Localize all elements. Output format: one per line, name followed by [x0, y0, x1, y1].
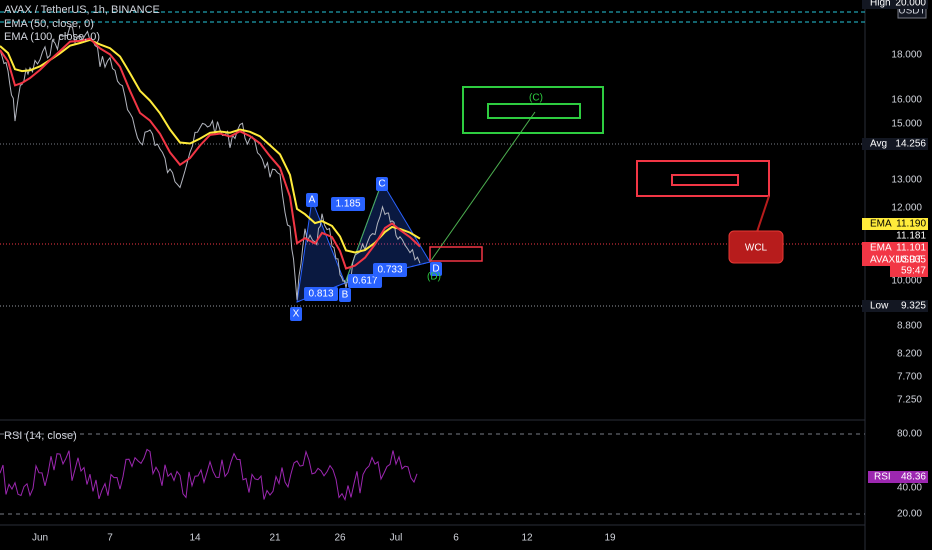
ratio-label: 0.733: [377, 265, 402, 276]
point-label: B: [342, 290, 349, 301]
target-box: [462, 86, 604, 134]
badge-label: EMA: [870, 243, 892, 254]
point-label: D: [432, 264, 439, 275]
projection-line: [429, 111, 536, 263]
point-badge: [430, 262, 442, 276]
point-badge: [376, 177, 388, 191]
price-axis-label: 7.250: [897, 395, 922, 406]
rsi-axis-label: 40.00: [897, 483, 922, 494]
badge-label: Low: [870, 301, 889, 312]
badge-label: AVAXUSDT: [870, 255, 922, 266]
rsi-badge: [868, 471, 928, 483]
rsi-axis-label: 80.00: [897, 429, 922, 440]
price-badge: [862, 242, 928, 254]
rsi-badge-label: RSI: [874, 472, 891, 483]
ratio-label: 0.813: [308, 289, 333, 300]
price-axis-label: 12.000: [891, 203, 922, 214]
badge-value: 14.256: [895, 139, 926, 150]
price-axis-label: 7.700: [897, 372, 922, 383]
rsi-badge-value: 48.36: [901, 472, 926, 483]
entry-zone: [429, 246, 483, 262]
point-badge: [306, 193, 318, 207]
badge-value: 11.190: [896, 219, 926, 230]
ratio-badge: [304, 287, 338, 301]
rsi-title: RSI (14, close): [4, 430, 77, 442]
wcl-callout: [728, 230, 784, 264]
rsi-line: [0, 448, 418, 502]
price-axis-label: 10.000: [891, 276, 922, 287]
price-axis-label: 13.000: [891, 175, 922, 186]
target-label: (D): [427, 272, 441, 283]
price-badge: [862, 0, 928, 9]
badge-value: 11.101: [896, 243, 926, 254]
point-badge: [290, 307, 302, 321]
price-badge: [890, 230, 928, 242]
indicator-label: EMA (50, close, 0): [4, 18, 94, 30]
price-badge: [862, 254, 928, 266]
price-axis-label: 8.800: [897, 321, 922, 332]
price-axis-label: 8.200: [897, 349, 922, 360]
resistance-zone: [671, 174, 739, 186]
badge-value: 10.935: [895, 255, 926, 266]
ratio-badge: [373, 263, 407, 277]
ratio-badge: [331, 197, 365, 211]
price-badge: [862, 138, 928, 150]
date-label: 12: [521, 533, 533, 544]
ratio-badge: [348, 274, 382, 288]
badge-value: 20.000: [895, 0, 926, 9]
resistance-box: [636, 160, 770, 197]
rsi-axis-label: 20.00: [897, 509, 922, 520]
point-label: C: [378, 179, 385, 190]
date-label: 26: [334, 533, 346, 544]
indicator-label: EMA (100, close, 0): [4, 31, 100, 43]
ema-100: [0, 38, 421, 254]
target-label: (C): [529, 93, 543, 104]
callout-pointer: [756, 195, 770, 233]
price-axis-label: 18.000: [891, 50, 922, 61]
badge-label: High: [870, 0, 891, 9]
badge-value: 59:47: [901, 266, 926, 277]
ema-50: [0, 37, 421, 270]
currency-label: USDT: [898, 6, 925, 17]
price-badge: [862, 218, 928, 230]
target-zone: [487, 103, 581, 119]
badge-label: EMA: [870, 219, 892, 230]
price-axis-label: 15.000: [891, 119, 922, 130]
badge-label: Avg: [870, 139, 887, 150]
date-label: Jul: [390, 533, 403, 544]
date-label: 21: [269, 533, 281, 544]
wcl-text: WCL: [745, 243, 768, 254]
point-label: X: [293, 309, 300, 320]
point-label: A: [309, 195, 316, 206]
badge-value: 9.325: [901, 301, 926, 312]
date-label: 19: [604, 533, 616, 544]
symbol-title: AVAX / TetherUS, 1h, BINANCE: [4, 4, 160, 16]
price-badge: [890, 265, 928, 277]
point-badge: [339, 288, 351, 302]
ratio-label: 1.185: [335, 199, 360, 210]
date-label: 6: [453, 533, 459, 544]
date-label: 14: [189, 533, 201, 544]
date-label: 7: [107, 533, 113, 544]
date-label: Jun: [32, 533, 48, 544]
badge-value: 11.181: [896, 231, 926, 242]
price-badge: [862, 300, 928, 312]
price-axis-label: 16.000: [891, 95, 922, 106]
ratio-label: 0.617: [352, 276, 377, 287]
